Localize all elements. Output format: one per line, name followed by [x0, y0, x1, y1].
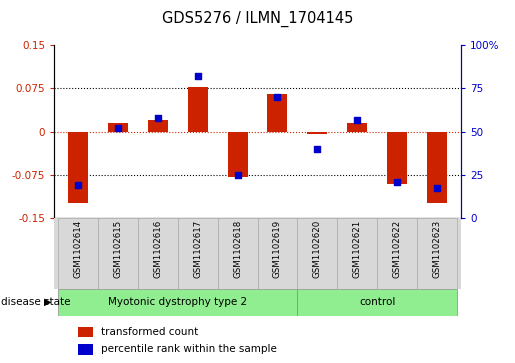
Text: GSM1102618: GSM1102618 — [233, 220, 242, 278]
Bar — [148, 120, 168, 131]
Bar — [68, 131, 88, 203]
Bar — [78, 327, 93, 337]
Bar — [267, 94, 287, 131]
Point — [353, 117, 362, 122]
Text: GSM1102614: GSM1102614 — [74, 220, 82, 278]
Bar — [258, 218, 297, 289]
Text: Myotonic dystrophy type 2: Myotonic dystrophy type 2 — [108, 297, 247, 307]
Bar — [347, 123, 367, 131]
Bar — [297, 289, 457, 316]
Bar — [417, 218, 457, 289]
Bar — [187, 87, 208, 131]
Text: GDS5276 / ILMN_1704145: GDS5276 / ILMN_1704145 — [162, 11, 353, 27]
Bar — [108, 123, 128, 131]
Bar — [297, 218, 337, 289]
Bar — [58, 218, 98, 289]
Text: control: control — [359, 297, 396, 307]
Bar — [138, 218, 178, 289]
Bar — [178, 218, 218, 289]
Bar — [307, 131, 328, 134]
Bar — [337, 218, 377, 289]
Bar — [98, 218, 138, 289]
Point — [393, 179, 401, 184]
Text: GSM1102615: GSM1102615 — [113, 220, 123, 278]
Point — [433, 185, 441, 191]
Bar — [228, 131, 248, 177]
Text: percentile rank within the sample: percentile rank within the sample — [101, 344, 277, 354]
Point — [194, 73, 202, 79]
Point — [313, 146, 321, 152]
Bar — [377, 218, 417, 289]
Bar — [387, 131, 407, 184]
Text: disease state: disease state — [1, 297, 71, 307]
Text: GSM1102620: GSM1102620 — [313, 220, 322, 278]
Point — [114, 125, 122, 131]
Point — [153, 115, 162, 121]
Text: transformed count: transformed count — [101, 327, 198, 337]
Text: GSM1102623: GSM1102623 — [433, 220, 441, 278]
Bar — [58, 289, 297, 316]
Point — [74, 182, 82, 188]
Point — [233, 172, 242, 178]
Bar — [427, 131, 447, 203]
Text: GSM1102622: GSM1102622 — [392, 220, 402, 278]
Bar — [218, 218, 258, 289]
Text: GSM1102619: GSM1102619 — [273, 220, 282, 278]
Text: GSM1102621: GSM1102621 — [353, 220, 362, 278]
Text: GSM1102617: GSM1102617 — [193, 220, 202, 278]
Point — [273, 94, 282, 100]
Text: ▶: ▶ — [44, 297, 52, 307]
Bar — [78, 344, 93, 355]
Text: GSM1102616: GSM1102616 — [153, 220, 162, 278]
